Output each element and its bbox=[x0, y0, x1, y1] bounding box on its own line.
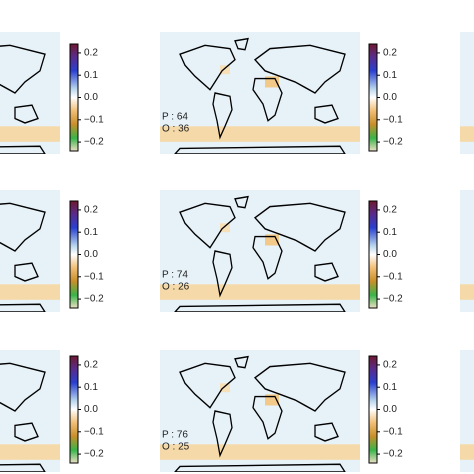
colorbar bbox=[69, 43, 79, 152]
p-annotation: P : 76 bbox=[162, 430, 188, 441]
colorbar bbox=[69, 200, 79, 309]
colorbar bbox=[368, 355, 378, 464]
o-annotation: O : 26 bbox=[162, 282, 190, 293]
colorbar-tick-label: −0.1 bbox=[383, 426, 403, 437]
colorbar-tick-label: 0.1 bbox=[84, 382, 98, 393]
colorbar-tick-label: 0.2 bbox=[383, 360, 397, 371]
colorbar-tick-label: −0.2 bbox=[383, 137, 403, 148]
colorbar-tick-label: −0.2 bbox=[383, 294, 403, 305]
world-map bbox=[160, 190, 360, 312]
colorbar-tick-label: 0.0 bbox=[383, 92, 397, 103]
world-map bbox=[0, 190, 60, 312]
colorbar-tick-label: −0.2 bbox=[383, 449, 403, 460]
world-map bbox=[0, 32, 60, 154]
world-map bbox=[160, 32, 360, 154]
world-map bbox=[160, 350, 360, 472]
colorbar-tick-label: −0.1 bbox=[84, 114, 104, 125]
colorbar-tick-label: 0.2 bbox=[383, 205, 397, 216]
colorbar bbox=[69, 355, 79, 464]
world-map bbox=[0, 350, 60, 472]
colorbar-tick-label: 0.0 bbox=[84, 92, 98, 103]
colorbar-tick-label: −0.1 bbox=[383, 271, 403, 282]
world-map bbox=[460, 350, 474, 472]
colorbar-tick-label: −0.2 bbox=[84, 449, 104, 460]
colorbar bbox=[368, 200, 378, 309]
colorbar-tick-label: 0.0 bbox=[84, 404, 98, 415]
world-map bbox=[460, 190, 474, 312]
colorbar-tick-label: 0.1 bbox=[383, 382, 397, 393]
colorbar-tick-label: 0.2 bbox=[84, 360, 98, 371]
o-annotation: O : 36 bbox=[162, 124, 190, 135]
p-annotation: P : 64 bbox=[162, 112, 188, 123]
colorbar-tick-label: 0.1 bbox=[383, 70, 397, 81]
colorbar-tick-label: 0.0 bbox=[84, 249, 98, 260]
colorbar-tick-label: −0.1 bbox=[84, 271, 104, 282]
colorbar bbox=[368, 43, 378, 152]
p-annotation: P : 74 bbox=[162, 270, 188, 281]
colorbar-tick-label: −0.2 bbox=[84, 294, 104, 305]
colorbar-tick-label: 0.0 bbox=[383, 404, 397, 415]
colorbar-tick-label: 0.2 bbox=[383, 48, 397, 59]
colorbar-tick-label: 0.2 bbox=[84, 48, 98, 59]
o-annotation: O : 25 bbox=[162, 442, 190, 453]
colorbar-tick-label: −0.1 bbox=[383, 114, 403, 125]
colorbar-tick-label: 0.1 bbox=[84, 227, 98, 238]
colorbar-tick-label: −0.2 bbox=[84, 137, 104, 148]
colorbar-tick-label: 0.1 bbox=[84, 70, 98, 81]
world-map bbox=[460, 32, 474, 154]
colorbar-tick-label: 0.2 bbox=[84, 205, 98, 216]
colorbar-tick-label: 0.1 bbox=[383, 227, 397, 238]
colorbar-tick-label: −0.1 bbox=[84, 426, 104, 437]
colorbar-tick-label: 0.0 bbox=[383, 249, 397, 260]
